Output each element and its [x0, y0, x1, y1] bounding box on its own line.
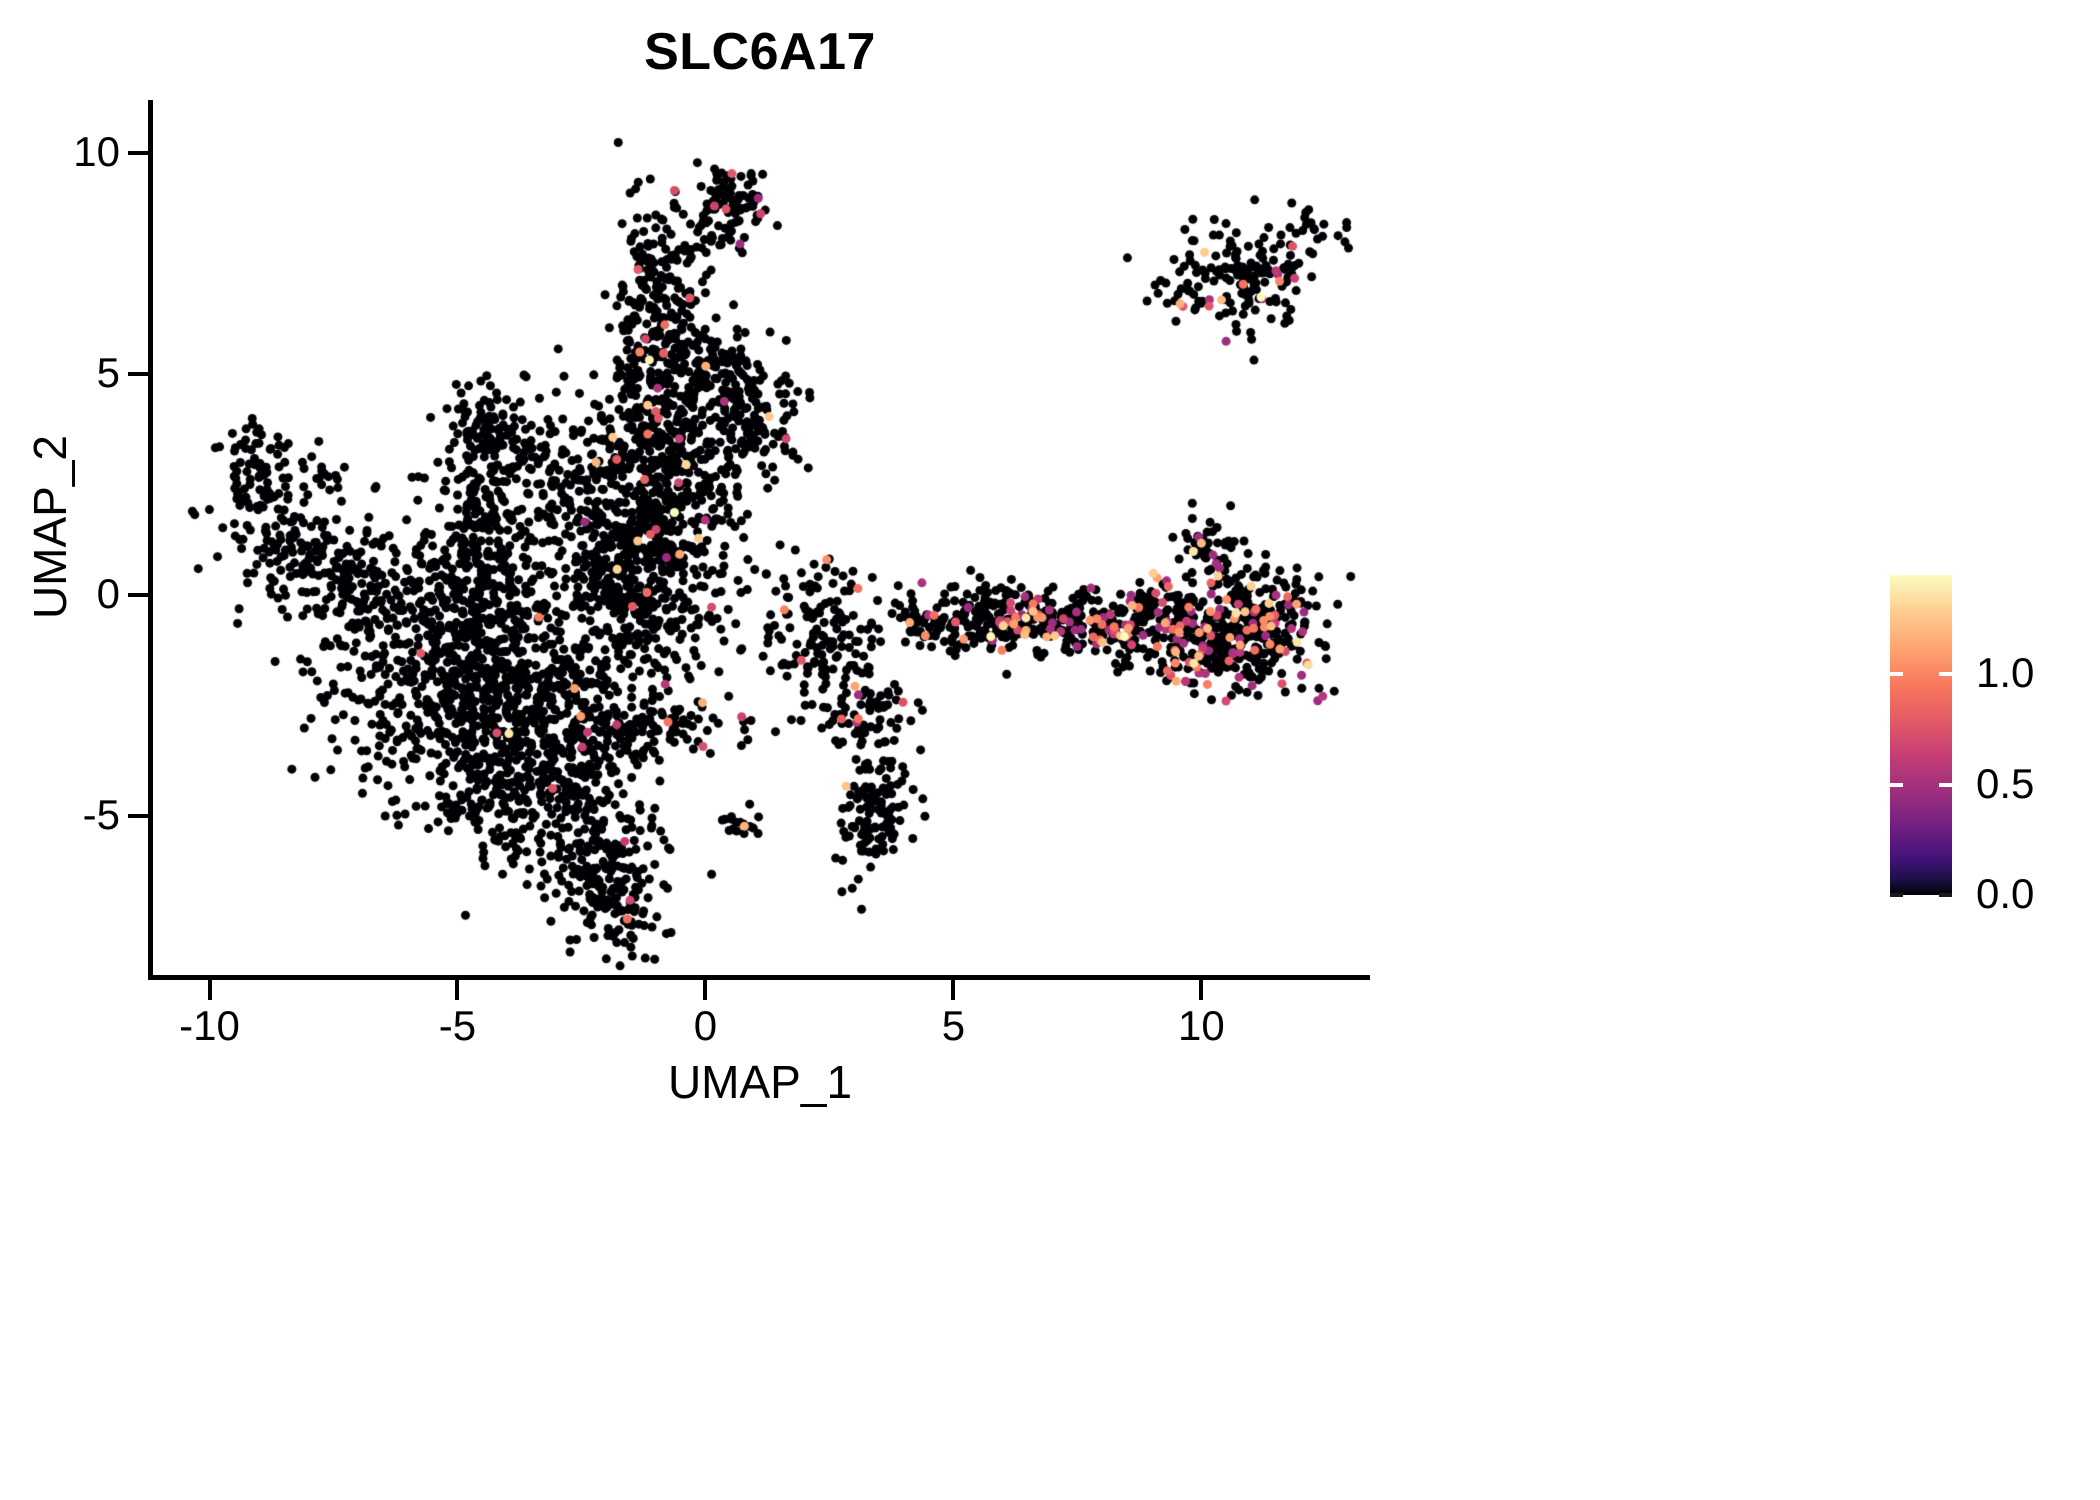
scatter-points-canvas: [150, 100, 1370, 975]
y-tick-label: 5: [96, 348, 120, 396]
colorbar-tick-label: 0.5: [1976, 759, 2035, 807]
y-tick-mark: [128, 151, 148, 156]
x-tick-mark: [951, 980, 956, 1000]
y-tick-mark: [128, 371, 148, 376]
colorbar-tick-mark: [1890, 782, 1903, 787]
colorbar-tick-mark: [1939, 782, 1952, 787]
x-tick-label: 5: [941, 1002, 966, 1049]
colorbar-tick-label: 1.0: [1976, 649, 2035, 697]
page-title: SLC6A17: [644, 23, 876, 81]
y-tick-mark: [128, 592, 148, 597]
colorbar-gradient: [1890, 575, 1952, 895]
scatter-plot-panel: [150, 100, 1370, 975]
y-tick-label: -5: [82, 790, 120, 838]
x-tick-mark: [207, 980, 212, 1000]
x-tick-mark: [1199, 980, 1204, 1000]
x-tick-label: 10: [1178, 1002, 1225, 1049]
x-tick-mark: [455, 980, 460, 1000]
colorbar-tick-mark: [1939, 893, 1952, 897]
y-axis-title: UMAP_2: [24, 434, 76, 620]
colorbar-tick-mark: [1939, 672, 1952, 677]
x-tick-mark: [703, 980, 708, 1000]
x-tick-label: -5: [438, 1002, 477, 1049]
x-tick-label: -10: [179, 1002, 240, 1049]
colorbar-tick-mark: [1890, 893, 1903, 897]
y-axis-line: [148, 100, 153, 980]
y-tick-label: 0: [96, 569, 120, 617]
x-tick-label: 0: [693, 1002, 718, 1049]
y-tick-label: 10: [73, 128, 120, 176]
y-tick-mark: [128, 813, 148, 818]
x-axis-line: [148, 975, 1370, 980]
colorbar-tick-label: 0.0: [1976, 870, 2035, 917]
x-axis-title: UMAP_1: [667, 1056, 853, 1108]
colorbar-tick-mark: [1890, 672, 1903, 677]
